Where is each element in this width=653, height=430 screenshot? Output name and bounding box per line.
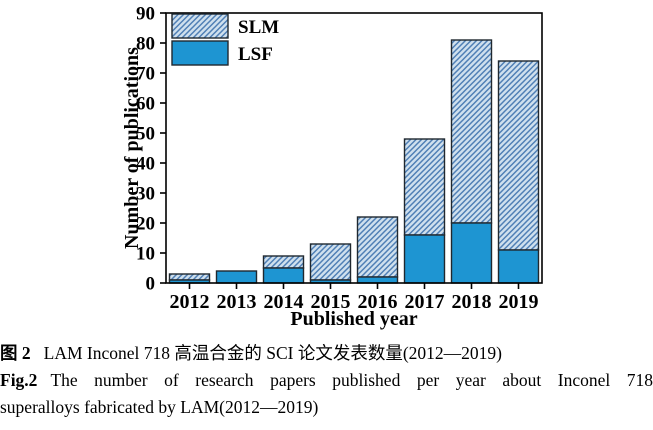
x-tick-label-2017: 2017	[405, 291, 445, 313]
x-tick-label-2016: 2016	[358, 291, 398, 313]
y-tick-label-90: 90	[136, 4, 155, 25]
bar-2017-slm-segment	[403, 138, 446, 236]
caption-cn-label: 图 2	[0, 343, 31, 363]
bar-2014-lsf-segment	[262, 267, 305, 284]
legend-label-lsf: LSF	[238, 44, 273, 65]
publications-stacked-bar-chart: 0 10 20 30 40 50 60 70 80 90 2012 2013 2014 2015 2016 2…	[121, 4, 543, 330]
legend-swatch-lsf	[171, 40, 229, 66]
y-tick-label-40: 40	[136, 154, 155, 175]
x-tick-label-2015: 2015	[311, 291, 351, 313]
y-tick-label-0: 0	[146, 274, 156, 295]
y-tick-label-70: 70	[136, 64, 155, 85]
bar-2018-lsf-segment	[450, 222, 493, 284]
y-axis-title: Number of publications	[121, 47, 143, 249]
x-tick-label-2012: 2012	[170, 291, 210, 313]
bar-2019-slm-segment	[497, 60, 540, 251]
x-axis-title: Published year	[290, 308, 417, 330]
caption-en-text1: The number of research papers published …	[50, 370, 653, 390]
y-tick-label-50: 50	[136, 124, 155, 145]
bar-2016-lsf-segment	[356, 276, 399, 284]
y-tick-label-20: 20	[136, 214, 155, 235]
x-tick-label-2019: 2019	[499, 291, 539, 313]
bar-2014-slm-segment	[262, 255, 305, 269]
caption-line-en: Fig.2 The number of research papers publi…	[0, 367, 653, 421]
plot-frame	[165, 12, 543, 284]
bar-2019-lsf-segment	[497, 249, 540, 284]
caption-line-cn: 图 2 LAM Inconel 718 高温合金的 SCI 论文发表数量(2012…	[0, 340, 653, 367]
legend-label-slm: SLM	[238, 17, 279, 38]
caption-en-line1: Fig.2 The number of research papers publi…	[0, 367, 653, 394]
bar-2013-lsf-segment	[215, 270, 258, 284]
y-tick-label-60: 60	[136, 94, 155, 115]
x-tick-label-2014: 2014	[264, 291, 304, 313]
legend-swatch-slm	[171, 13, 229, 39]
y-tick-label-30: 30	[136, 184, 155, 205]
caption-en-line2: superalloys fabricated by LAM(2012—2019)	[0, 397, 319, 417]
caption-cn-text: LAM Inconel 718 高温合金的 SCI 论文发表数量(2012—20…	[43, 343, 502, 363]
figure-caption: 图 2 LAM Inconel 718 高温合金的 SCI 论文发表数量(2012…	[0, 340, 653, 421]
y-tick-label-80: 80	[136, 34, 155, 55]
bar-2016-slm-segment	[356, 216, 399, 278]
bar-2017-lsf-segment	[403, 234, 446, 284]
bar-2012-slm-segment	[168, 273, 211, 281]
bar-2015-slm-segment	[309, 243, 352, 281]
caption-en-label: Fig.2	[0, 370, 38, 390]
x-tick-label-2013: 2013	[217, 291, 257, 313]
y-tick-label-10: 10	[136, 244, 155, 265]
bar-2018-slm-segment	[450, 39, 493, 224]
x-tick-label-2018: 2018	[452, 291, 492, 313]
